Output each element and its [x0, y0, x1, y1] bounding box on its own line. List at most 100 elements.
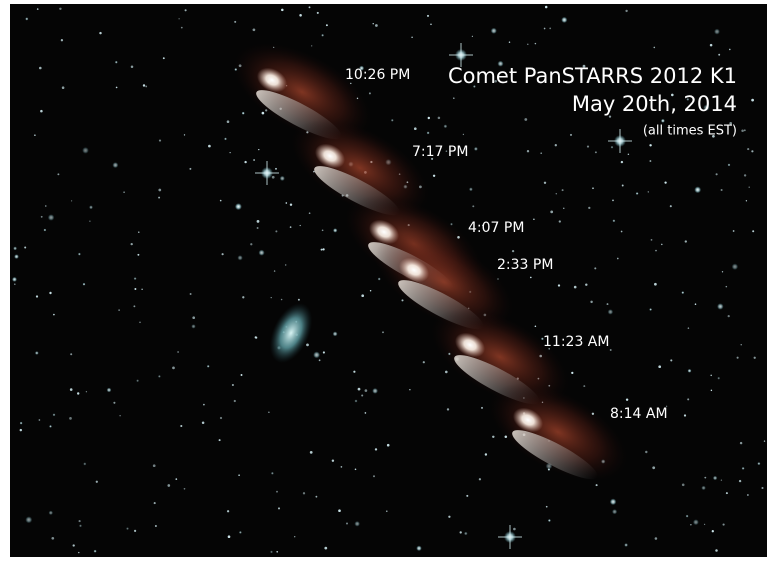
- star: [89, 205, 93, 209]
- star: [722, 271, 723, 272]
- star: [133, 305, 135, 307]
- star: [682, 483, 685, 486]
- star: [220, 417, 222, 419]
- star: [158, 197, 160, 199]
- star: [491, 28, 497, 34]
- star: [447, 408, 449, 410]
- star: [309, 212, 311, 214]
- star: [414, 127, 417, 130]
- star: [181, 27, 183, 29]
- star: [587, 146, 589, 148]
- star: [136, 379, 139, 382]
- star: [275, 168, 277, 170]
- star: [138, 232, 139, 233]
- star: [37, 8, 39, 10]
- star: [257, 227, 259, 229]
- star: [281, 9, 284, 12]
- star: [749, 187, 750, 188]
- star: [126, 527, 129, 530]
- star: [228, 535, 231, 538]
- star: [250, 243, 252, 245]
- star: [131, 243, 133, 245]
- star: [83, 283, 86, 286]
- star: [253, 159, 255, 161]
- star: [411, 37, 413, 39]
- star: [466, 495, 468, 497]
- star: [167, 484, 170, 487]
- star: [729, 49, 731, 51]
- star: [239, 531, 242, 534]
- star: [237, 255, 242, 260]
- star: [382, 331, 384, 333]
- star: [40, 110, 43, 113]
- star: [203, 404, 205, 406]
- star: [255, 337, 257, 339]
- star: [513, 528, 516, 531]
- star: [372, 388, 378, 394]
- star: [258, 149, 259, 150]
- star: [134, 277, 137, 280]
- star: [70, 353, 72, 355]
- star: [590, 301, 592, 303]
- star: [741, 344, 742, 345]
- star: [416, 546, 422, 552]
- star: [728, 315, 730, 317]
- star: [83, 462, 86, 465]
- star: [423, 361, 425, 363]
- star: [272, 176, 275, 179]
- star: [583, 385, 585, 387]
- star: [276, 551, 278, 553]
- star: [649, 308, 652, 311]
- star: [275, 230, 277, 232]
- star: [594, 267, 596, 269]
- star: [739, 480, 741, 482]
- star: [94, 550, 97, 553]
- star: [608, 309, 614, 315]
- star: [281, 299, 283, 301]
- star: [555, 144, 557, 146]
- star: [375, 24, 378, 27]
- star: [649, 160, 651, 162]
- star: [636, 192, 639, 195]
- star: [319, 359, 321, 361]
- star: [207, 365, 210, 368]
- star: [610, 349, 612, 351]
- star: [321, 249, 323, 251]
- star: [546, 506, 548, 508]
- star: [427, 15, 429, 17]
- star: [123, 191, 125, 193]
- star: [82, 147, 89, 154]
- star: [53, 314, 55, 316]
- star: [134, 288, 136, 290]
- star: [690, 524, 691, 525]
- star: [153, 464, 156, 467]
- star: [610, 499, 617, 506]
- star: [333, 228, 337, 232]
- star: [445, 371, 448, 374]
- star: [242, 296, 244, 298]
- star: [474, 147, 478, 151]
- star: [373, 475, 375, 477]
- star: [625, 10, 627, 12]
- star: [648, 191, 649, 192]
- star: [741, 130, 744, 133]
- star: [718, 54, 720, 56]
- star: [96, 481, 98, 483]
- star: [570, 134, 572, 136]
- star: [716, 173, 718, 175]
- star: [227, 120, 230, 123]
- star: [285, 264, 286, 265]
- star: [78, 253, 81, 256]
- star: [172, 367, 175, 370]
- star: [234, 21, 236, 23]
- star: [189, 168, 191, 170]
- star: [460, 531, 462, 533]
- star: [234, 400, 236, 402]
- star: [617, 258, 619, 260]
- star: [386, 510, 387, 511]
- star: [645, 451, 647, 453]
- star: [713, 476, 717, 480]
- star: [324, 547, 327, 550]
- star: [688, 327, 690, 329]
- star: [190, 293, 192, 295]
